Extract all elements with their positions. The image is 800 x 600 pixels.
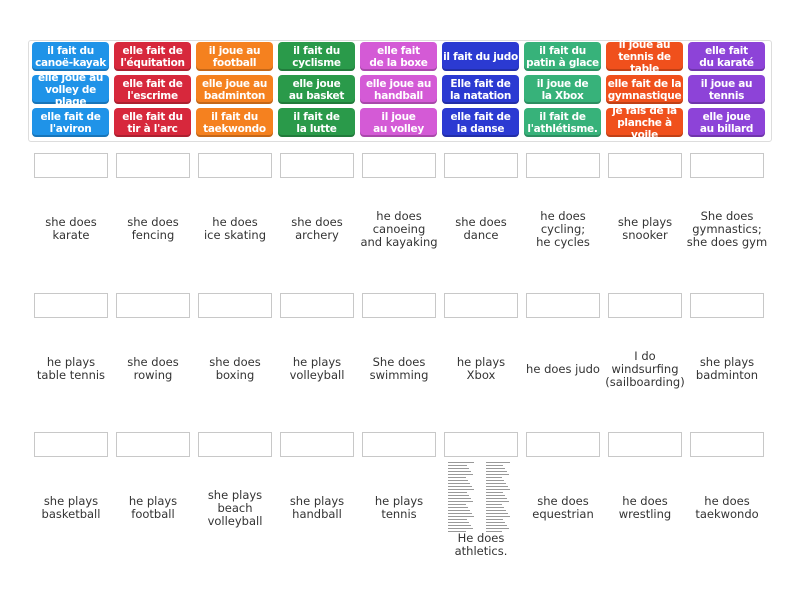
answer-label: he plays Xbox	[456, 355, 506, 382]
answer-tile[interactable]: elle fait de la boxe	[360, 42, 437, 71]
answer-label: he plays tennis	[374, 494, 424, 521]
answer-tile[interactable]: il joue au volley	[360, 108, 437, 137]
answer-tile[interactable]: il fait du judo	[442, 42, 519, 71]
answer-label: he does ice skating	[203, 215, 267, 242]
answer-label: he plays table tennis	[36, 355, 106, 382]
answer-tile[interactable]: il joue au football	[196, 42, 273, 71]
answer-label: he does cycling; he cycles	[536, 208, 590, 249]
answer-label: she plays badminton	[695, 355, 759, 382]
answer-label: she does karate	[45, 215, 97, 242]
answer-tile[interactable]: il joue de la Xbox	[524, 75, 601, 104]
answer-label: she plays basketball	[41, 494, 101, 521]
answer-tile[interactable]: il joue au tennis	[688, 75, 765, 104]
drop-box[interactable]	[526, 293, 600, 318]
answer-label: I do windsurfing (sailboarding)	[605, 348, 685, 389]
drop-box[interactable]	[362, 293, 436, 318]
drop-box[interactable]	[198, 432, 272, 457]
tile-tray	[28, 40, 772, 142]
drop-box[interactable]	[34, 432, 108, 457]
drop-box[interactable]	[362, 153, 436, 178]
answer-tile[interactable]: il fait de l'athlétisme.	[524, 108, 601, 137]
answer-label: He does athletics.	[454, 531, 508, 558]
answer-tile[interactable]: elle fait de la danse	[442, 108, 519, 137]
answer-tile[interactable]: il fait du canoë-kayak	[32, 42, 109, 71]
answer-tile[interactable]: elle fait de l'escrime	[114, 75, 191, 104]
drop-box[interactable]	[444, 153, 518, 178]
drop-box[interactable]	[280, 153, 354, 178]
answer-label: she does fencing	[127, 215, 179, 242]
answer-label: she does boxing	[209, 355, 261, 382]
answer-tile[interactable]: elle fait du karaté	[688, 42, 765, 71]
answer-tile[interactable]: elle joue au basket	[278, 75, 355, 104]
drop-box[interactable]	[690, 293, 764, 318]
answer-label: She does gymnastics; she does gym	[686, 208, 768, 249]
drop-box[interactable]	[198, 153, 272, 178]
drop-box[interactable]	[362, 432, 436, 457]
answer-tile[interactable]: il fait du taekwondo	[196, 108, 273, 137]
drop-box[interactable]	[608, 153, 682, 178]
answer-label: She does swimming	[369, 355, 429, 382]
drop-box[interactable]	[444, 293, 518, 318]
drop-box[interactable]	[608, 432, 682, 457]
answer-label: he does canoeing and kayaking	[360, 208, 438, 249]
answer-tile[interactable]: il joue au tennis de table	[606, 39, 683, 75]
answer-tile[interactable]: il fait de la lutte	[278, 108, 355, 137]
answer-label: she does dance	[455, 215, 507, 242]
answer-label: she does equestrian	[532, 494, 594, 521]
drop-box[interactable]	[690, 153, 764, 178]
drop-box[interactable]	[34, 153, 108, 178]
answer-tile[interactable]: elle fait de l'équitation	[114, 42, 191, 71]
answer-label: he does judo	[526, 361, 600, 376]
drop-box[interactable]	[526, 153, 600, 178]
drop-box[interactable]	[608, 293, 682, 318]
answer-label: she plays snooker	[617, 215, 673, 242]
answer-label: she plays beach volleyball	[207, 487, 263, 528]
drop-box[interactable]	[526, 432, 600, 457]
drop-box[interactable]	[116, 432, 190, 457]
answer-tile[interactable]: Elle fait de la natation	[442, 75, 519, 104]
answer-tile[interactable]: elle fait du tir à l'arc	[114, 108, 191, 137]
answer-tile[interactable]: elle fait de l'aviron	[32, 108, 109, 137]
answer-tile[interactable]: il fait du patin à glace	[524, 42, 601, 71]
drop-box[interactable]	[690, 432, 764, 457]
answer-label: he does taekwondo	[695, 494, 759, 521]
answer-label: she does archery	[291, 215, 343, 242]
answer-label: she does rowing	[127, 355, 179, 382]
answer-tile[interactable]: elle fait de la gymnastique	[606, 75, 683, 104]
drop-box[interactable]	[444, 432, 518, 457]
answer-label: he plays football	[128, 494, 178, 521]
drop-box[interactable]	[116, 293, 190, 318]
answer-tile[interactable]: je fais de la planche à voile	[606, 105, 683, 141]
answer-tile[interactable]: elle joue au badminton	[196, 75, 273, 104]
answer-tile[interactable]: elle joue au billard	[688, 108, 765, 137]
drop-box[interactable]	[34, 293, 108, 318]
answer-label: he plays volleyball	[289, 355, 345, 382]
answer-label: she plays handball	[289, 494, 345, 521]
drop-box[interactable]	[116, 153, 190, 178]
answer-tile[interactable]: elle joue au volley de plage	[32, 72, 109, 108]
drop-box[interactable]	[280, 293, 354, 318]
answer-tile[interactable]: il fait du cyclisme	[278, 42, 355, 71]
answer-tile[interactable]: elle joue au handball	[360, 75, 437, 104]
drop-box[interactable]	[280, 432, 354, 457]
answer-label: he does wrestling	[618, 494, 672, 521]
thumbnail-image	[446, 460, 516, 532]
drop-box[interactable]	[198, 293, 272, 318]
